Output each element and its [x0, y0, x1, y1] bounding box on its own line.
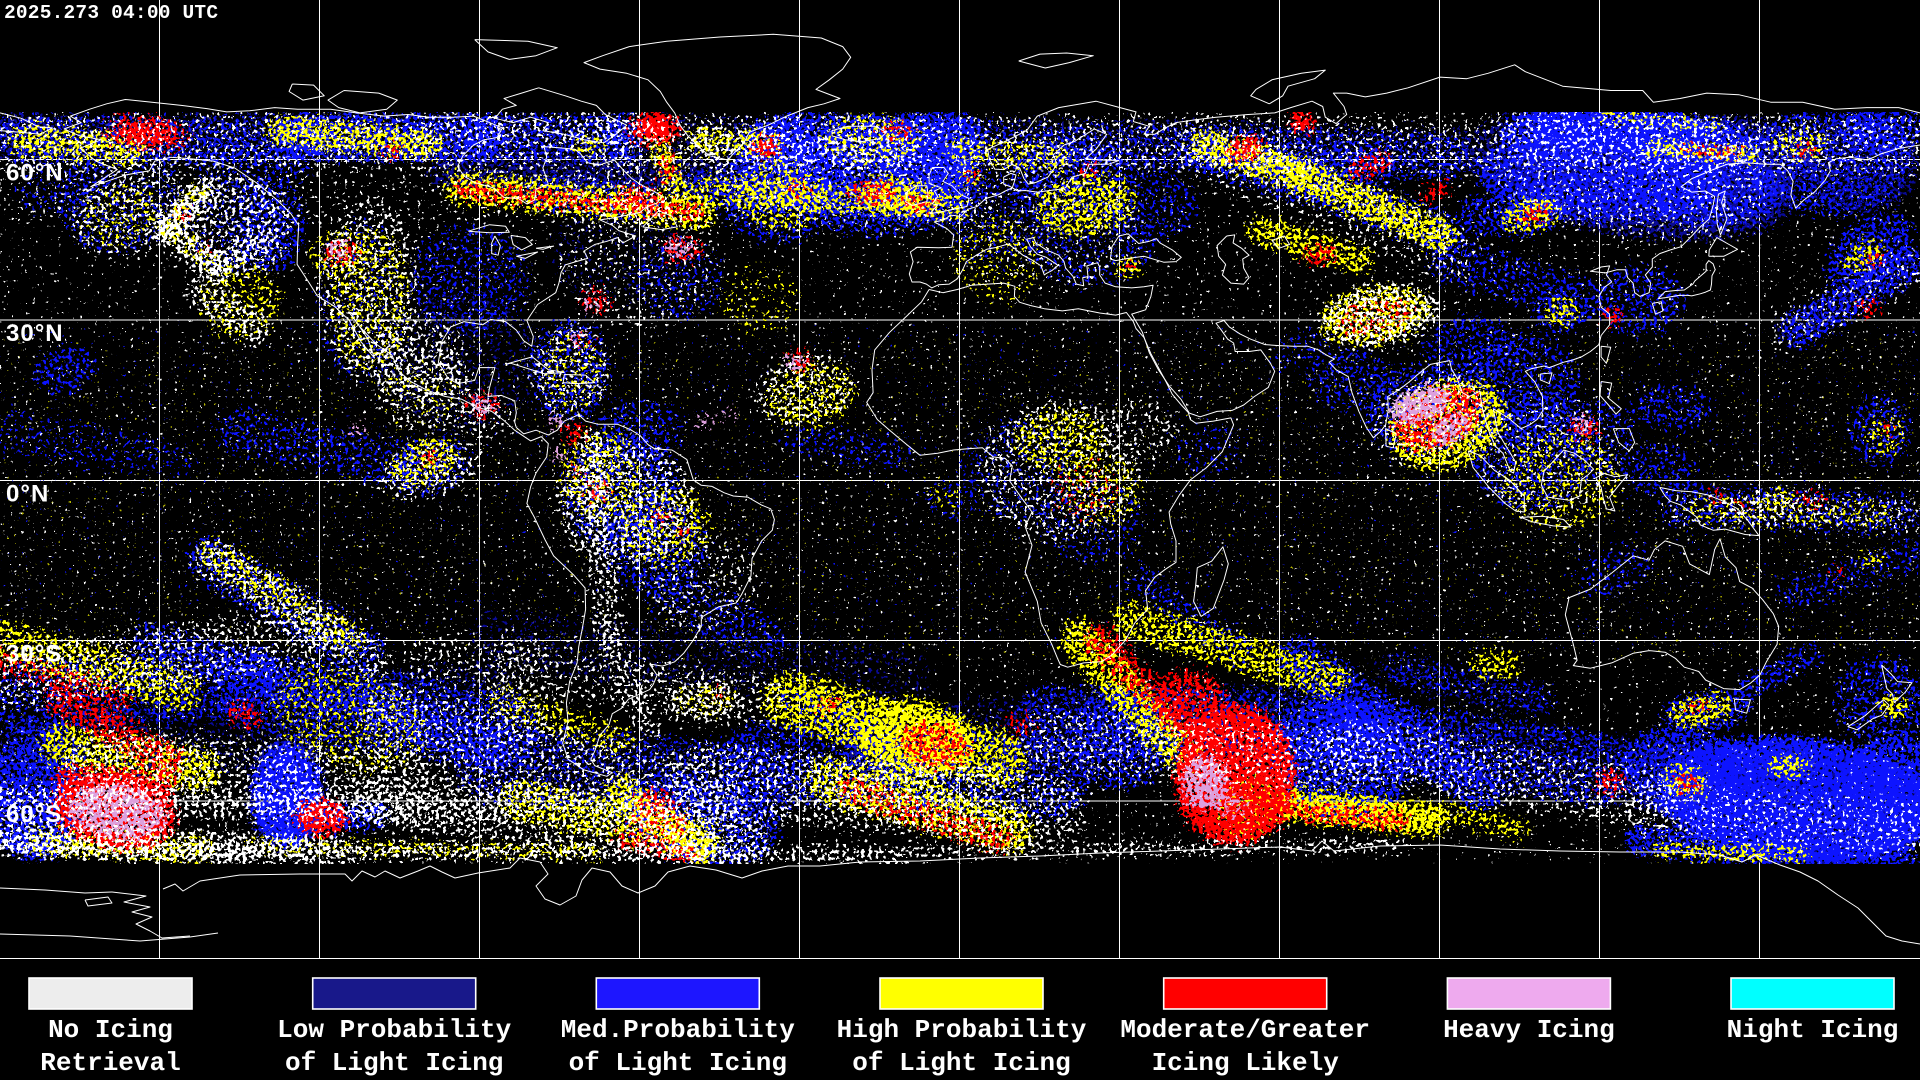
svg-text:No Icing: No Icing — [48, 1015, 173, 1045]
svg-text:0°N: 0°N — [6, 481, 49, 508]
svg-text:Icing Likely: Icing Likely — [1152, 1048, 1340, 1078]
svg-text:30°S: 30°S — [6, 641, 62, 668]
svg-text:60°S: 60°S — [6, 801, 62, 828]
svg-text:Low Probability: Low Probability — [277, 1015, 511, 1045]
svg-text:30°N: 30°N — [6, 320, 64, 347]
svg-text:Night Icing: Night Icing — [1727, 1015, 1899, 1045]
svg-text:High Probability: High Probability — [837, 1015, 1087, 1045]
svg-text:Retrieval: Retrieval — [40, 1048, 180, 1078]
svg-text:2025.273 04:00 UTC: 2025.273 04:00 UTC — [4, 2, 218, 24]
svg-text:of Light Icing: of Light Icing — [569, 1048, 787, 1078]
svg-text:60°N: 60°N — [6, 160, 64, 187]
svg-text:Med.Probability: Med.Probability — [561, 1015, 795, 1045]
svg-text:of Light Icing: of Light Icing — [852, 1048, 1070, 1078]
svg-text:Moderate/Greater: Moderate/Greater — [1120, 1015, 1370, 1045]
svg-text:Heavy Icing: Heavy Icing — [1443, 1015, 1615, 1045]
svg-text:of Light Icing: of Light Icing — [285, 1048, 503, 1078]
